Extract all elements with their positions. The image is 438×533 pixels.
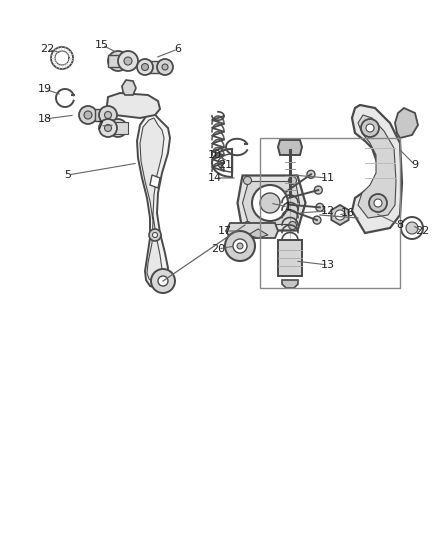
Polygon shape: [352, 105, 402, 233]
Circle shape: [99, 106, 117, 124]
Text: 16: 16: [341, 208, 355, 218]
Circle shape: [252, 185, 288, 221]
Polygon shape: [122, 80, 136, 95]
Polygon shape: [243, 182, 300, 224]
Circle shape: [244, 176, 251, 184]
Text: 14: 14: [208, 173, 222, 183]
Text: 10: 10: [208, 150, 222, 160]
Polygon shape: [278, 240, 302, 276]
Text: 9: 9: [411, 160, 419, 170]
Polygon shape: [282, 280, 298, 288]
Polygon shape: [140, 118, 164, 282]
Circle shape: [137, 59, 153, 75]
Polygon shape: [226, 223, 278, 238]
Polygon shape: [107, 93, 160, 118]
Circle shape: [406, 222, 418, 234]
Text: 1: 1: [285, 202, 292, 212]
Text: 12: 12: [321, 206, 335, 216]
Circle shape: [361, 119, 379, 137]
Circle shape: [149, 229, 161, 241]
Text: 15: 15: [95, 40, 109, 50]
Circle shape: [114, 125, 121, 132]
Circle shape: [141, 63, 148, 70]
Polygon shape: [108, 55, 128, 67]
Polygon shape: [395, 108, 418, 138]
Circle shape: [313, 216, 321, 224]
Circle shape: [233, 239, 247, 253]
Circle shape: [314, 186, 322, 194]
Polygon shape: [108, 122, 128, 134]
Circle shape: [162, 64, 168, 70]
Text: 5: 5: [64, 170, 71, 180]
Polygon shape: [248, 229, 268, 238]
Text: 7: 7: [96, 121, 103, 131]
Text: 21: 21: [218, 160, 232, 170]
Circle shape: [307, 171, 315, 179]
Circle shape: [105, 111, 112, 118]
Circle shape: [113, 56, 123, 66]
Text: 8: 8: [396, 220, 403, 230]
Circle shape: [108, 51, 128, 71]
Circle shape: [237, 243, 243, 249]
Polygon shape: [331, 205, 349, 225]
Circle shape: [151, 269, 175, 293]
Circle shape: [289, 176, 297, 184]
Text: 11: 11: [321, 173, 335, 183]
Circle shape: [109, 119, 127, 137]
Circle shape: [289, 222, 297, 230]
Polygon shape: [95, 109, 108, 121]
Polygon shape: [237, 175, 305, 230]
Circle shape: [369, 194, 387, 212]
Text: 6: 6: [174, 44, 181, 54]
Circle shape: [335, 210, 345, 220]
Circle shape: [105, 125, 112, 132]
Circle shape: [244, 222, 251, 230]
Polygon shape: [358, 115, 396, 218]
Polygon shape: [278, 140, 302, 155]
Text: 22: 22: [415, 226, 429, 236]
Text: 19: 19: [38, 84, 52, 94]
Polygon shape: [150, 175, 160, 188]
Text: 17: 17: [218, 226, 232, 236]
Text: 13: 13: [321, 260, 335, 270]
Polygon shape: [137, 111, 170, 288]
Polygon shape: [145, 61, 165, 73]
Circle shape: [316, 204, 324, 212]
Text: 22: 22: [40, 44, 54, 54]
Circle shape: [152, 232, 158, 238]
Circle shape: [374, 199, 382, 207]
Circle shape: [157, 59, 173, 75]
Circle shape: [225, 231, 255, 261]
Circle shape: [366, 124, 374, 132]
Circle shape: [158, 276, 168, 286]
Circle shape: [124, 57, 132, 65]
Circle shape: [260, 193, 280, 213]
Circle shape: [84, 111, 92, 119]
Text: 18: 18: [38, 114, 52, 124]
Text: 20: 20: [211, 244, 225, 254]
Circle shape: [118, 51, 138, 71]
Circle shape: [99, 119, 117, 137]
Circle shape: [79, 106, 97, 124]
